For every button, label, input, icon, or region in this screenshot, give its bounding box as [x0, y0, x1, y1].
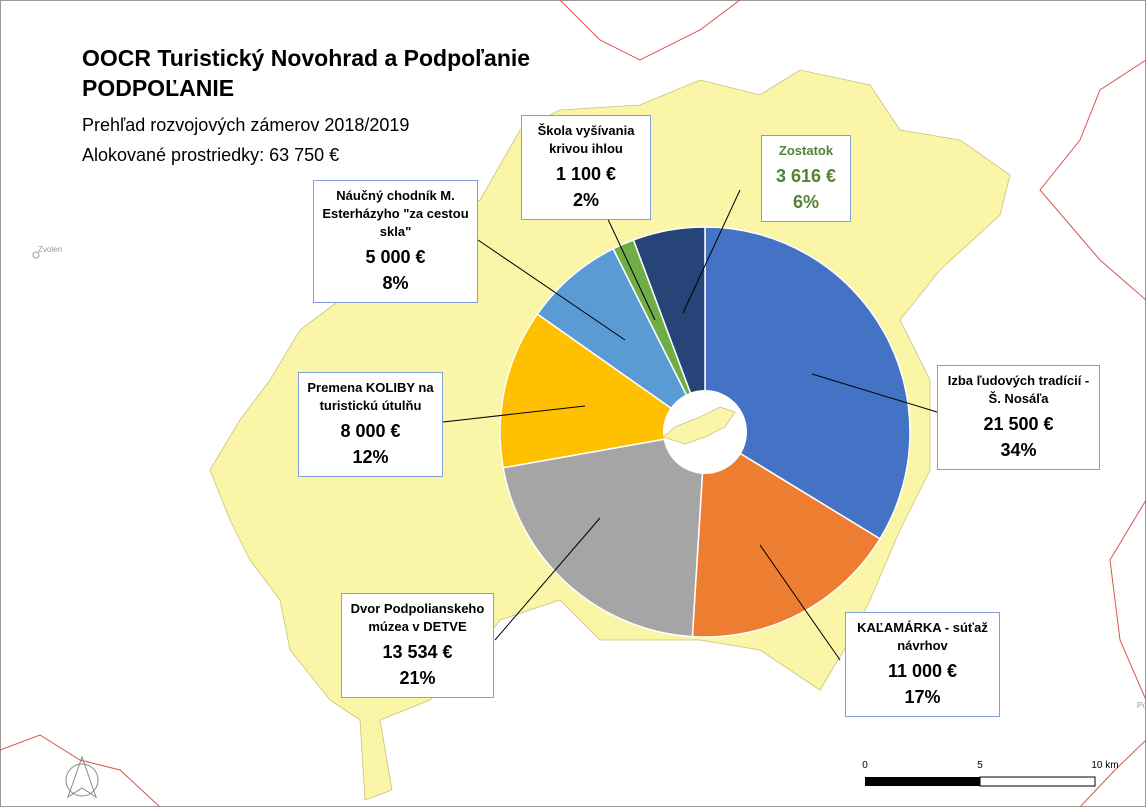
value-label: 21 500 € [983, 414, 1054, 434]
percent-label: 8% [382, 273, 409, 293]
scale-label: 10 km [1091, 760, 1118, 771]
data-label: Dvor Podpolianskeho múzea v DETVE 13 534 … [341, 593, 494, 698]
place-label: Po [1137, 701, 1146, 710]
value-label: 11 000 € [887, 661, 958, 681]
pie-slice [536, 247, 706, 433]
north-arrow [65, 755, 99, 799]
leader-line [811, 373, 938, 413]
category-label: Škola vyšívania krivou ihlou [537, 123, 635, 156]
category-label: Dvor Podpolianskeho múzea v DETVE [350, 601, 485, 634]
value-label: 1 100 € [555, 164, 617, 184]
leader-line [682, 189, 741, 314]
place-marker [32, 251, 40, 259]
data-label: KAĽAMÁRKA - súťaž návrhov 11 000 € 17% [845, 612, 1000, 717]
data-label: Izba ľudových tradícií - Š. Nosáľa 21 500… [937, 365, 1100, 470]
value-label: 5 000 € [365, 247, 426, 267]
category-label: KAĽAMÁRKA - súťaž návrhov [857, 620, 988, 653]
percent-label: 21% [399, 668, 436, 688]
category-label: Náučný chodník M. Esterházyho "za cestou… [322, 188, 469, 239]
data-label: Zostatok 3 616 € 6% [761, 135, 851, 222]
value-label: 13 534 € [382, 642, 453, 662]
percent-label: 34% [1000, 440, 1037, 460]
data-label: Škola vyšívania krivou ihlou 1 100 € 2% [521, 115, 651, 220]
scale-label: 0 [862, 760, 868, 771]
region [662, 406, 736, 445]
data-label: Náučný chodník M. Esterházyho "za cestou… [313, 180, 478, 303]
title: OOCR Turistický Novohrad a Podpoľanie [82, 45, 531, 71]
border [1039, 59, 1146, 301]
pie-slice [499, 312, 707, 469]
allocation: Alokované prostriedky: 63 750 € [82, 145, 340, 165]
pie-slice [704, 226, 911, 540]
percent-label: 6% [792, 192, 819, 212]
category-label: Izba ľudových tradícií - Š. Nosáľa [947, 373, 1090, 406]
category-label: Zostatok [778, 143, 834, 158]
border [1079, 739, 1146, 807]
percent-label: 2% [572, 190, 599, 210]
percent-label: 12% [352, 447, 389, 467]
description: Prehľad rozvojových zámerov 2018/2019 [82, 115, 410, 135]
value-label: 3 616 € [775, 166, 837, 186]
leader-line [494, 517, 601, 641]
pie-slice [502, 431, 706, 638]
border [559, 0, 741, 61]
leader-line [477, 239, 626, 341]
border [0, 734, 161, 807]
pie-slice [691, 430, 881, 638]
percent-label: 17% [904, 687, 941, 707]
scale-bar [979, 776, 1096, 787]
place-label: Zvolen [38, 245, 62, 254]
subtitle: PODPOĽANIE [82, 75, 235, 101]
category-label: Premena KOLIBY na turistickú útulňu [307, 380, 434, 413]
border [1109, 499, 1146, 701]
scale-label: 5 [977, 760, 983, 771]
scale-bar [865, 777, 980, 786]
leader-line [759, 544, 841, 661]
pie-slice [632, 226, 706, 433]
value-label: 8 000 € [340, 421, 401, 441]
data-label: Premena KOLIBY na turistickú útulňu 8 000… [298, 372, 443, 477]
leader-line [605, 214, 656, 321]
leader-line [442, 405, 586, 423]
